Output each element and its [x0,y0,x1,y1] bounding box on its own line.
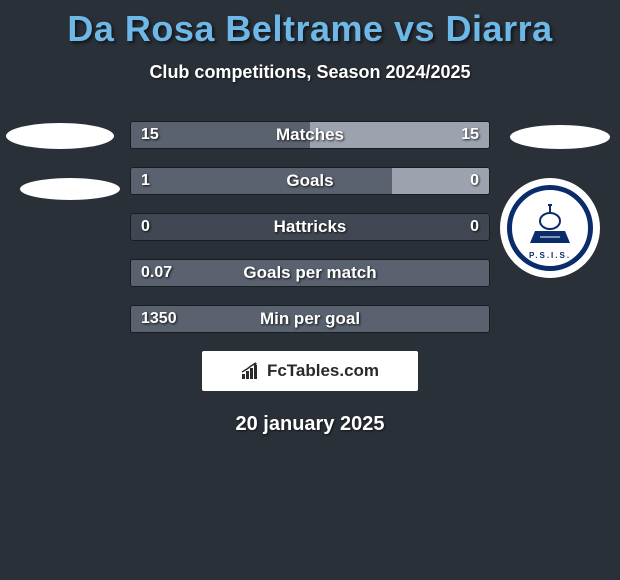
stat-label: Goals per match [243,263,376,283]
player-left-ellipse-1 [6,123,114,149]
page-subtitle: Club competitions, Season 2024/2025 [0,62,620,83]
branding-box: FcTables.com [202,351,418,391]
stat-value-left: 0.07 [141,264,172,282]
infographic-container: Da Rosa Beltrame vs Diarra Club competit… [0,0,620,436]
stat-label: Goals [286,171,333,191]
club-badge-inner: P.S.I.S. [507,185,593,271]
stat-label: Min per goal [260,309,360,329]
page-title: Da Rosa Beltrame vs Diarra [0,8,620,50]
player-left-ellipse-2 [20,178,120,200]
club-badge-emblem-icon [520,203,580,253]
stat-bar: 1350 Min per goal [130,305,490,333]
stat-value-right: 0 [470,218,479,236]
stat-value-left: 1350 [141,310,177,328]
stat-label: Hattricks [274,217,347,237]
stat-value-right: 15 [461,126,479,144]
stat-bar: 15 15 Matches [130,121,490,149]
stat-value-right: 0 [470,172,479,190]
branding-chart-icon [241,362,261,380]
player-right-ellipse [510,125,610,149]
stat-bar: 1 0 Goals [130,167,490,195]
stat-value-left: 0 [141,218,150,236]
stat-bar-fill-left [131,168,392,194]
stat-label: Matches [276,125,344,145]
stat-bar: 0 0 Hattricks [130,213,490,241]
stat-bar: 0.07 Goals per match [130,259,490,287]
comparison-bars: 15 15 Matches 1 0 Goals 0 0 Hattricks 0.07 Goals p… [130,121,490,333]
infographic-date: 20 january 2025 [0,413,620,436]
club-badge: P.S.I.S. [500,178,600,278]
branding-text: FcTables.com [267,361,379,381]
stat-value-left: 15 [141,126,159,144]
club-badge-acronym: P.S.I.S. [529,251,571,260]
stat-value-left: 1 [141,172,150,190]
